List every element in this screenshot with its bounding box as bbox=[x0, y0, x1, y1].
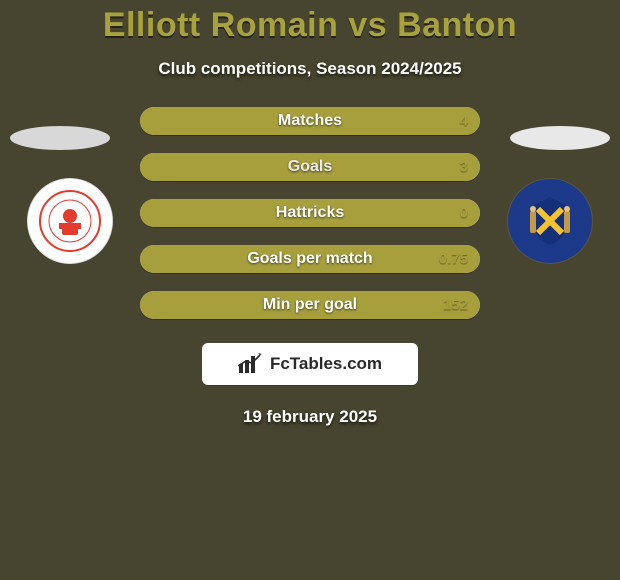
content-wrapper: Elliott Romain vs Banton Club competitio… bbox=[0, 0, 620, 580]
bar-row-mpg: Min per goal 152 bbox=[140, 291, 480, 319]
right-club-crest bbox=[508, 179, 592, 263]
page-title: Elliott Romain vs Banton bbox=[0, 6, 620, 45]
bar-row-hattricks: Hattricks 0 bbox=[140, 199, 480, 227]
bar-row-matches: Matches 4 bbox=[140, 107, 480, 135]
bar-label-hattricks: Hattricks bbox=[276, 204, 344, 222]
left-crest-icon bbox=[47, 198, 93, 244]
bar-label-gpm: Goals per match bbox=[247, 250, 372, 268]
left-club-crest bbox=[28, 179, 112, 263]
stat-bars: Matches 4 Goals 3 Hattricks 0 Goals per … bbox=[140, 107, 480, 319]
bar-value-matches: 4 bbox=[460, 113, 468, 130]
right-crest-graphic bbox=[520, 191, 580, 251]
right-player-ellipse bbox=[510, 126, 610, 150]
bar-label-matches: Matches bbox=[278, 112, 342, 130]
left-crest-graphic bbox=[39, 190, 101, 252]
bar-row-gpm: Goals per match 0.75 bbox=[140, 245, 480, 273]
brand-name: FcTables.com bbox=[270, 354, 382, 374]
footer-date: 19 february 2025 bbox=[0, 407, 620, 427]
page-subtitle: Club competitions, Season 2024/2025 bbox=[0, 59, 620, 79]
bar-label-goals: Goals bbox=[288, 158, 332, 176]
brand-box: FcTables.com bbox=[202, 343, 418, 385]
bar-value-hattricks: 0 bbox=[460, 205, 468, 222]
brand-bars-icon bbox=[238, 353, 264, 375]
bar-row-goals: Goals 3 bbox=[140, 153, 480, 181]
bar-label-mpg: Min per goal bbox=[263, 296, 357, 314]
right-crest-icon bbox=[520, 191, 580, 251]
bar-value-mpg: 152 bbox=[443, 297, 468, 314]
bar-value-gpm: 0.75 bbox=[439, 251, 468, 268]
left-player-ellipse bbox=[10, 126, 110, 150]
bar-value-goals: 3 bbox=[460, 159, 468, 176]
